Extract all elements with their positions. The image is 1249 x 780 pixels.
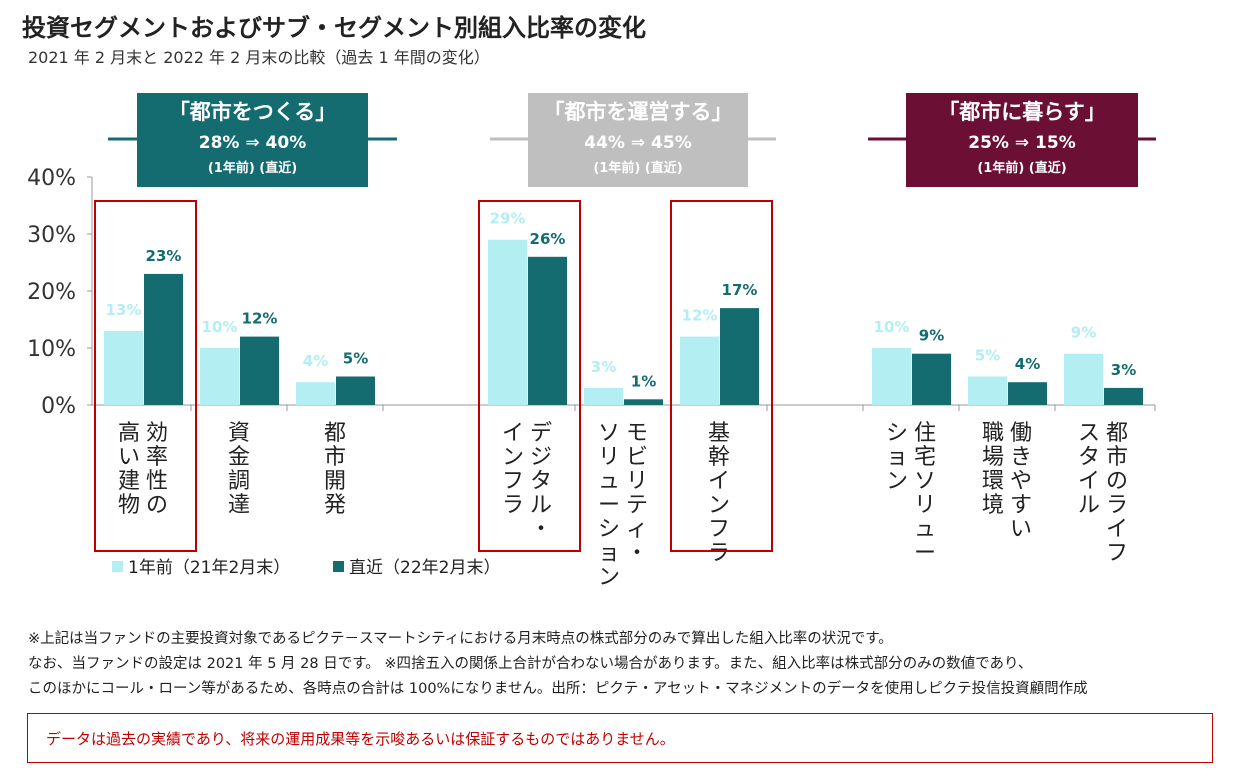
x-category-label: モビリティ・ xyxy=(626,421,648,566)
x-category-label: スタイル xyxy=(1078,421,1100,518)
page-title: 投資セグメントおよびサブ・セグメント別組入比率の変化 xyxy=(22,14,646,42)
bar-prev xyxy=(968,376,1007,405)
segment-header-sub: (1年前) (直近) xyxy=(593,160,682,176)
note-line-2: なお、当ファンドの設定は 2021 年 5 月 28 日です。 ※四捨五入の関係… xyxy=(28,656,1033,672)
bar-prev xyxy=(1064,353,1103,405)
y-tick-label: 20% xyxy=(27,280,76,305)
segment-header-sub: (1年前) (直近) xyxy=(977,160,1066,176)
data-label-prev: 5% xyxy=(975,347,1000,365)
data-label-prev: 9% xyxy=(1071,324,1096,342)
data-label-latest: 26% xyxy=(530,230,566,248)
bar-prev xyxy=(200,348,239,405)
y-tick-label: 40% xyxy=(27,166,76,191)
bar-prev xyxy=(872,348,911,405)
bar-prev xyxy=(296,382,335,405)
bar-latest xyxy=(720,308,759,405)
segment-header-box xyxy=(906,93,1138,187)
segment-header-title: 「都市をつくる」 xyxy=(169,100,337,124)
data-label-latest: 5% xyxy=(343,350,368,368)
data-label-prev: 13% xyxy=(106,301,142,319)
legend-swatch-prev xyxy=(112,561,123,572)
segment-header-sub: (1年前) (直近) xyxy=(208,160,297,176)
legend-label-latest: 直近（22年2月末） xyxy=(349,558,500,578)
x-category-label: 効率性の xyxy=(146,421,168,518)
highlight-box xyxy=(670,200,773,552)
bar-prev xyxy=(104,330,143,405)
x-category-label: 高い建物 xyxy=(118,421,140,518)
bar-prev xyxy=(584,387,623,405)
x-category-label: 基幹インフラ xyxy=(708,421,730,566)
bar-prev xyxy=(680,336,719,405)
disclaimer-text: データは過去の実績であり、将来の運用成果等を示唆あるいは保証するものではありませ… xyxy=(46,730,675,748)
segment-header-change: 44% ⇒ 45% xyxy=(584,133,691,153)
x-category-label: 住宅ソリュー xyxy=(914,421,936,566)
bar-latest xyxy=(144,273,183,405)
data-label-latest: 1% xyxy=(631,372,656,390)
x-category-label: インフラ xyxy=(502,421,524,518)
legend-label-prev: 1年前（21年2月末） xyxy=(128,558,290,578)
bar-chart: 「都市をつくる」 28% ⇒ 40% (1年前) (直近) 「都市を運営する」 44% … xyxy=(27,93,1156,590)
x-category-label: 資金調達 xyxy=(228,421,250,518)
highlight-box xyxy=(478,200,581,552)
x-category-label: 働きやすい xyxy=(1010,421,1032,542)
data-label-latest: 17% xyxy=(722,281,758,299)
data-label-latest: 3% xyxy=(1111,361,1136,379)
page-subtitle: 2021 年 2 月末と 2022 年 2 月末の比較（過去 1 年間の変化） xyxy=(28,48,490,67)
data-label-latest: 12% xyxy=(242,310,278,328)
bar-latest xyxy=(336,376,375,405)
note-line-1: ※上記は当ファンドの主要投資対象であるピクテ－スマートシティにおける月末時点の株… xyxy=(28,631,893,647)
y-tick-label: 10% xyxy=(27,337,76,362)
y-tick-label: 0% xyxy=(41,394,76,419)
data-label-prev: 12% xyxy=(682,307,718,325)
bar-prev xyxy=(488,239,527,405)
bar-latest xyxy=(528,256,567,405)
bar-latest xyxy=(912,353,951,405)
bar-latest xyxy=(624,399,663,405)
data-label-latest: 9% xyxy=(919,327,944,345)
data-label-latest: 4% xyxy=(1015,355,1040,373)
data-label-latest: 23% xyxy=(146,247,182,265)
x-category-label: ション xyxy=(886,421,908,494)
bar-latest xyxy=(1008,382,1047,405)
y-tick-label: 30% xyxy=(27,223,76,248)
segment-header-box xyxy=(528,93,748,187)
data-label-prev: 29% xyxy=(490,210,526,228)
legend-swatch-latest xyxy=(333,561,344,572)
segment-header-title: 「都市を運営する」 xyxy=(544,100,733,124)
data-label-prev: 4% xyxy=(303,352,328,370)
x-category-label: 職場環境 xyxy=(982,421,1004,518)
segment-header-box xyxy=(137,93,368,187)
x-category-label: ソリューション xyxy=(598,421,620,590)
segment-header-change: 25% ⇒ 15% xyxy=(968,133,1075,153)
note-line-3: このほかにコール・ローン等があるため、各時点の合計は 100%になりません。出所… xyxy=(28,681,1088,697)
data-label-prev: 10% xyxy=(874,318,910,336)
bar-latest xyxy=(240,336,279,405)
disclaimer-box: データは過去の実績であり、将来の運用成果等を示唆あるいは保証するものではありませ… xyxy=(27,713,1213,763)
x-category-label: デジタル・ xyxy=(530,421,552,542)
segment-header-title: 「都市に暮らす」 xyxy=(938,100,1106,124)
data-label-prev: 10% xyxy=(202,318,238,336)
highlight-box xyxy=(94,200,197,552)
x-category-label: 都市のライフ xyxy=(1106,421,1128,566)
segment-header-change: 28% ⇒ 40% xyxy=(199,133,306,153)
x-category-label: 都市開発 xyxy=(324,421,346,518)
bar-latest xyxy=(1104,387,1143,405)
data-label-prev: 3% xyxy=(591,358,616,376)
